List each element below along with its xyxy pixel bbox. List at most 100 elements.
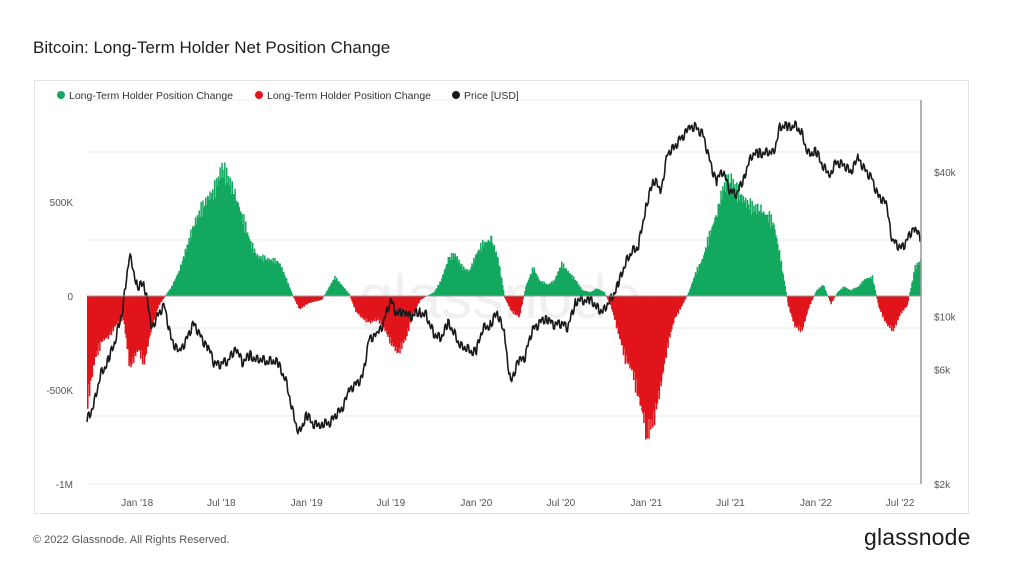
position-change-bar-positive (526, 284, 528, 296)
position-change-bar-negative (399, 296, 401, 354)
position-change-bar-positive (593, 289, 595, 296)
position-change-bar-positive (241, 214, 243, 296)
position-change-bar-positive (868, 277, 870, 296)
position-change-bar-negative (294, 296, 296, 300)
position-change-bar-negative (792, 296, 794, 322)
position-change-bar-negative (303, 296, 306, 307)
position-change-bar-positive (749, 198, 752, 296)
position-change-bar-positive (575, 282, 577, 296)
position-change-bar-negative (144, 296, 147, 357)
position-change-bar-positive (570, 275, 572, 296)
position-change-bar-negative (637, 296, 640, 395)
position-change-bar-positive (785, 291, 787, 296)
position-change-bar-negative (622, 296, 625, 356)
position-change-bar-negative (317, 296, 320, 301)
position-change-bar-positive (453, 256, 456, 296)
position-change-bar-positive (568, 273, 570, 296)
position-change-bar-positive (820, 286, 823, 296)
position-change-bar-positive (821, 284, 824, 296)
position-change-bar-positive (711, 226, 713, 296)
position-change-bar-negative (628, 296, 630, 363)
position-change-bar-negative (504, 296, 506, 298)
position-change-bar-positive (588, 291, 590, 296)
position-change-bar-positive (841, 289, 844, 296)
position-change-bar-positive (289, 288, 292, 296)
position-change-bar-positive (480, 242, 482, 296)
position-change-bar-positive (269, 260, 272, 296)
y-left-tick-label: -500K (46, 386, 73, 397)
position-change-bar-negative (505, 296, 507, 300)
position-change-bar-positive (737, 184, 740, 296)
position-change-bar-positive (782, 274, 785, 296)
position-change-bar-positive (535, 273, 537, 296)
position-change-bar-positive (604, 294, 607, 296)
position-change-bar-positive (524, 290, 526, 296)
position-change-bar-positive (233, 194, 235, 296)
position-change-bar-positive (913, 272, 915, 296)
position-change-bar-positive (585, 291, 588, 296)
position-change-bar-positive (192, 225, 195, 296)
position-change-bar-negative (881, 296, 884, 318)
position-change-bar-positive (500, 276, 502, 296)
position-change-bar-negative (614, 296, 617, 320)
position-change-bar-positive (598, 289, 600, 296)
position-change-bar-negative (359, 296, 362, 318)
position-change-bar-positive (201, 216, 203, 296)
position-change-bar-positive (454, 253, 457, 296)
position-change-bar-positive (742, 195, 745, 296)
position-change-bar-positive (291, 293, 293, 296)
position-change-bar-positive (580, 289, 583, 296)
position-change-bar-positive (537, 277, 539, 296)
position-change-bar-negative (389, 296, 391, 344)
x-tick-label: Jan '22 (800, 498, 832, 509)
position-change-bar-positive (752, 212, 754, 296)
position-change-bar-positive (718, 203, 720, 296)
position-change-bar-negative (789, 296, 792, 313)
position-change-bar-positive (773, 224, 775, 296)
position-change-bar-positive (238, 207, 240, 296)
position-change-bar-negative (98, 296, 100, 343)
position-change-bar-positive (720, 190, 722, 296)
position-change-bar-positive (557, 271, 559, 296)
position-change-bar-positive (256, 254, 259, 296)
position-change-bar-positive (707, 245, 710, 296)
position-change-bar-negative (806, 296, 808, 314)
position-change-bar-positive (484, 242, 487, 296)
position-change-bar-negative (310, 296, 313, 303)
position-change-bar-positive (265, 259, 268, 296)
position-change-bar-positive (432, 292, 435, 296)
position-change-bar-positive (735, 194, 737, 296)
position-change-bar-negative (681, 296, 683, 306)
position-change-bar-positive (336, 281, 339, 296)
position-change-bar-positive (463, 270, 466, 296)
position-change-bar-negative (301, 296, 304, 308)
position-change-bar-positive (727, 174, 730, 296)
position-change-bar-negative (657, 296, 660, 391)
position-change-bar-negative (354, 296, 356, 308)
position-change-bar-positive (169, 288, 171, 296)
position-change-bar-positive (783, 280, 785, 296)
position-change-bar-negative (650, 296, 652, 430)
x-tick-label: Jul '21 (716, 498, 745, 509)
position-change-bar-positive (483, 241, 486, 296)
position-change-bar-negative (666, 296, 668, 343)
position-change-bar-negative (100, 296, 103, 342)
y-left-tick-label: 0 (67, 292, 73, 303)
position-change-bar-negative (392, 296, 395, 347)
position-change-bar-positive (183, 257, 186, 296)
position-change-bar-negative (645, 296, 647, 440)
position-change-bar-positive (858, 285, 861, 296)
position-change-bar-positive (843, 287, 845, 296)
position-change-bar-negative (377, 296, 380, 318)
position-change-bar-positive (329, 285, 332, 296)
position-change-bar-negative (665, 296, 667, 358)
position-change-bar-positive (485, 241, 488, 296)
position-change-bar-negative (901, 296, 904, 310)
position-change-bar-positive (244, 221, 247, 296)
position-change-bar-negative (126, 296, 129, 350)
position-change-bar-negative (507, 296, 509, 304)
position-change-bar-positive (571, 274, 573, 296)
position-change-bar-negative (370, 296, 373, 321)
position-change-bar-positive (267, 261, 270, 296)
position-change-bar-negative (907, 296, 910, 302)
